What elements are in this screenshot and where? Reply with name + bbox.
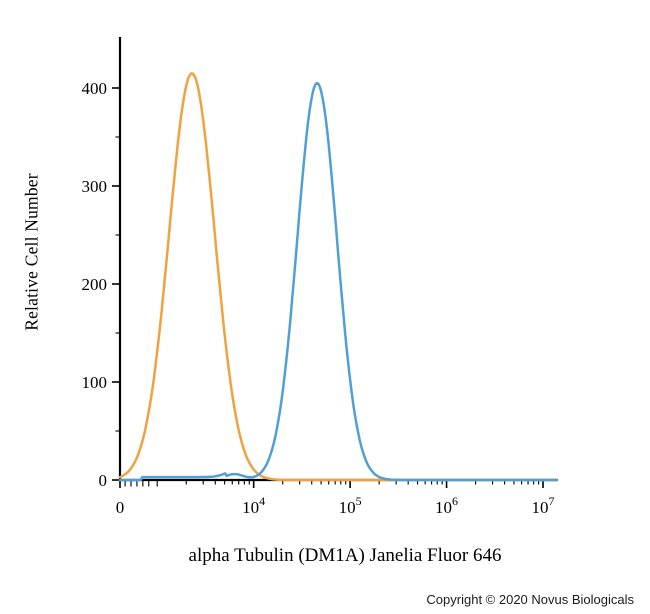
x-tick-label: 0	[116, 498, 125, 517]
series-curve-0	[118, 72, 558, 482]
y-tick-label: 400	[82, 79, 108, 98]
x-tick-label: 105	[339, 494, 362, 517]
y-tick-label: 200	[82, 275, 108, 294]
series-curve-1	[118, 81, 558, 482]
x-tick-label: 106	[435, 494, 458, 517]
y-axis-label: Relative Cell Number	[21, 173, 42, 331]
y-tick-label: 100	[82, 373, 108, 392]
y-tick-label: 300	[82, 177, 108, 196]
y-tick-label: 0	[99, 471, 108, 490]
x-tick-label: 107	[532, 494, 555, 517]
copyright-text: Copyright © 2020 Novus Biologicals	[426, 592, 634, 607]
x-axis-label: alpha Tubulin (DM1A) Janelia Fluor 646	[188, 545, 502, 566]
x-tick-label: 104	[242, 494, 265, 517]
